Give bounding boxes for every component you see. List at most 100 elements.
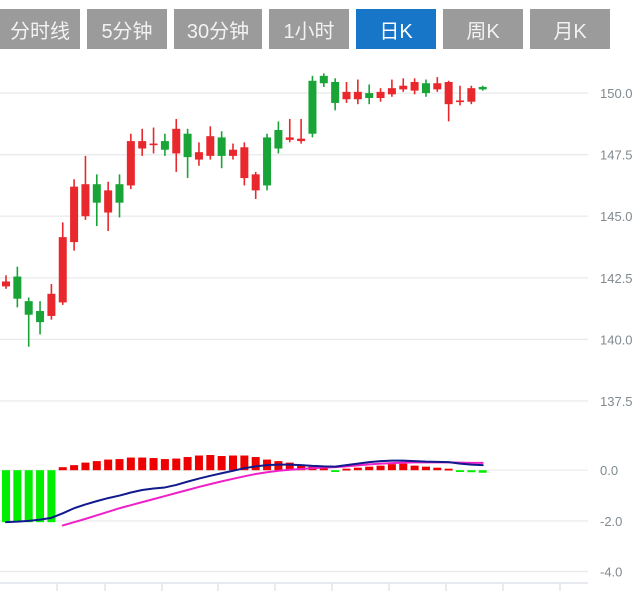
macd-bar — [47, 470, 56, 523]
candle-body[interactable] — [251, 174, 260, 191]
candle-body[interactable] — [421, 83, 430, 94]
price-axis-label: 137.5 — [600, 394, 633, 409]
candle-body[interactable] — [444, 82, 453, 105]
price-axis-label: 142.5 — [600, 271, 633, 286]
candle-body[interactable] — [160, 141, 169, 150]
candle-body[interactable] — [331, 82, 340, 103]
candle-body[interactable] — [172, 128, 181, 154]
macd-bar — [251, 457, 260, 471]
candle-body[interactable] — [92, 184, 101, 203]
candle-body[interactable] — [410, 82, 419, 91]
macd-bar — [399, 463, 408, 471]
macd-bar — [229, 455, 237, 471]
macd-bar — [421, 466, 430, 471]
macd-axis-label: -4.0 — [600, 565, 622, 580]
candle-body[interactable] — [478, 86, 487, 90]
macd-bar — [172, 458, 181, 471]
macd-bar — [183, 457, 192, 471]
macd-bar — [376, 465, 385, 471]
macd-axis-label: 0.0 — [600, 463, 618, 478]
dif-line — [5, 459, 484, 524]
macd-bar — [138, 457, 147, 471]
macd-bar — [58, 467, 67, 471]
macd-bar — [444, 468, 453, 471]
macd-bar — [24, 470, 33, 523]
candle-body[interactable] — [274, 130, 283, 149]
tab-0[interactable]: 分时线 — [0, 9, 80, 49]
candle-body[interactable] — [456, 100, 464, 103]
tab-3[interactable]: 1小时 — [269, 9, 349, 49]
macd-bar — [70, 465, 79, 471]
candle-body[interactable] — [319, 75, 328, 84]
candle-body[interactable] — [399, 85, 408, 90]
candle-body[interactable] — [433, 83, 442, 90]
macd-axis-label: -2.0 — [600, 514, 622, 529]
candle-body[interactable] — [387, 88, 396, 95]
macd-bar — [387, 464, 396, 471]
macd-bar — [478, 470, 487, 473]
macd-bar — [240, 455, 249, 471]
candle-body[interactable] — [70, 186, 79, 243]
candle-body[interactable] — [263, 137, 272, 186]
price-axis-label: 145.0 — [600, 209, 633, 224]
candle-body[interactable] — [138, 141, 147, 149]
macd-histogram — [2, 455, 487, 523]
tab-6[interactable]: 月K — [530, 9, 610, 49]
macd-bar — [274, 461, 283, 471]
candle-body[interactable] — [104, 190, 113, 213]
candle-body[interactable] — [13, 276, 22, 299]
tab-5[interactable]: 周K — [443, 9, 523, 49]
macd-bar — [456, 470, 464, 473]
price-axis-label: 140.0 — [600, 332, 633, 347]
macd-bar — [342, 468, 351, 471]
candle-body[interactable] — [206, 136, 215, 156]
price-axis-label: 147.5 — [600, 148, 633, 163]
macd-bar — [36, 470, 45, 523]
macd-bar — [2, 470, 10, 523]
candle-body[interactable] — [47, 293, 56, 316]
candle-body[interactable] — [183, 133, 192, 158]
candle-body[interactable] — [115, 184, 124, 203]
macd-bar — [319, 468, 328, 471]
candle-body[interactable] — [194, 152, 203, 160]
candle-body[interactable] — [285, 137, 294, 140]
candle-body[interactable] — [81, 184, 90, 217]
candle-body[interactable] — [24, 301, 33, 315]
price-axis-label: 150.0 — [600, 86, 633, 101]
candle-body[interactable] — [342, 91, 351, 100]
candlestick-and-macd-svg[interactable]: 150.0 147.5 145.0 142.5 140.0 137.5 0.0 -2.0 -4.… — [0, 58, 637, 591]
macd-bar — [126, 457, 135, 471]
candle-body[interactable] — [2, 281, 10, 287]
candle-body[interactable] — [126, 141, 135, 186]
macd-bar — [467, 470, 476, 473]
candle-body[interactable] — [149, 143, 158, 146]
candle-series — [2, 73, 487, 347]
candle-body[interactable] — [467, 88, 476, 102]
candle-body[interactable] — [308, 80, 317, 134]
chart-area[interactable]: 150.0 147.5 145.0 142.5 140.0 137.5 0.0 -2.0 -4.… — [0, 58, 637, 591]
macd-bar — [104, 459, 113, 471]
macd-bar — [353, 467, 362, 471]
candle-body[interactable] — [217, 137, 226, 156]
macd-bar — [81, 462, 90, 471]
candle-body[interactable] — [58, 237, 67, 303]
macd-bar — [206, 455, 215, 471]
dea-line — [61, 461, 484, 527]
macd-bar — [115, 459, 124, 471]
tab-4[interactable]: 日K — [356, 9, 436, 49]
macd-bar — [217, 456, 226, 471]
candle-body[interactable] — [297, 138, 306, 142]
tab-2[interactable]: 30分钟 — [174, 9, 262, 49]
candle-body[interactable] — [240, 147, 249, 179]
macd-bar — [410, 465, 419, 471]
candle-body[interactable] — [229, 149, 237, 156]
candle-body[interactable] — [376, 91, 385, 99]
candle-body[interactable] — [353, 91, 362, 100]
candle-body[interactable] — [365, 93, 374, 99]
macd-bar — [149, 458, 158, 471]
tab-1[interactable]: 5分钟 — [87, 9, 167, 49]
candle-body[interactable] — [36, 311, 45, 323]
macd-bar — [92, 461, 101, 471]
macd-bar — [160, 459, 169, 471]
